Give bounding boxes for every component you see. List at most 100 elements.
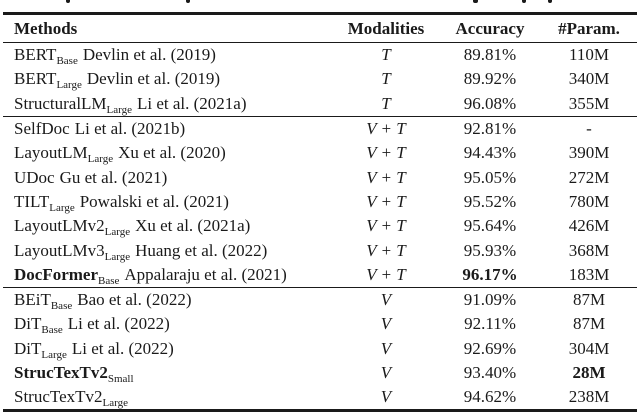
- table-row: LayoutLMv3Large Huang et al. (2022) V + T…: [3, 238, 637, 263]
- method-cell: StrucTexTv2Large: [3, 385, 333, 411]
- table-section: BERTBase Devlin et al. (2019) T 89.81% 11…: [3, 42, 637, 117]
- method-cell: DocFormerBase Appalaraju et al. (2021): [3, 263, 333, 288]
- method-name: DiT: [14, 314, 42, 334]
- table-row: UDoc Gu et al. (2021) V + T 95.05% 272M: [3, 165, 637, 189]
- method-citation: Huang et al. (2022): [135, 240, 268, 260]
- caption-descender-mark: [473, 0, 478, 3]
- table-row: StrucTexTv2Large V 94.62% 238M: [3, 385, 637, 411]
- modality-value: V: [380, 290, 392, 310]
- method-size-subscript: Large: [87, 153, 114, 166]
- method-size-subscript: Base: [50, 300, 73, 313]
- method-name: UDoc: [14, 167, 55, 187]
- params-value: 183M: [568, 264, 610, 284]
- modality-value: V + T: [366, 264, 406, 284]
- accuracy-value: 96.08%: [463, 93, 517, 113]
- params-value: 390M: [568, 143, 610, 163]
- accuracy-value: 92.81%: [463, 119, 517, 139]
- method-citation: Gu et al. (2021): [59, 167, 168, 187]
- cropped-caption-remnant: [0, 0, 640, 5]
- method-cell: BEiTBase Bao et al. (2022): [3, 287, 333, 312]
- modality-value: V + T: [366, 143, 406, 163]
- params-value: 304M: [568, 338, 610, 358]
- modality-value: V: [380, 314, 392, 334]
- method-citation: Powalski et al. (2021): [79, 191, 229, 211]
- header-methods: Methods: [3, 13, 333, 43]
- table-row: LayoutLMv2Large Xu et al. (2021a) V + T 9…: [3, 214, 637, 238]
- method-name: DocFormer: [14, 264, 99, 284]
- accuracy-value: 93.40%: [463, 363, 517, 382]
- method-cell: LayoutLMLarge Xu et al. (2020): [3, 141, 333, 165]
- params-value: 355M: [568, 93, 610, 113]
- modality-value: V + T: [366, 191, 406, 211]
- table-row: BERTLarge Devlin et al. (2019) T 89.92% 3…: [3, 67, 637, 91]
- accuracy-value: 95.64%: [463, 216, 517, 236]
- method-size-subscript: Large: [104, 250, 131, 263]
- params-value: 28M: [572, 363, 606, 382]
- table-row: DiTLarge Li et al. (2022) V 92.69% 304M: [3, 337, 637, 361]
- method-name: StructuralLM: [14, 93, 107, 113]
- method-name: SelfDoc: [14, 119, 70, 139]
- accuracy-value: 92.11%: [464, 314, 516, 334]
- table-row: BERTBase Devlin et al. (2019) T 89.81% 11…: [3, 43, 637, 68]
- accuracy-value: 94.62%: [463, 387, 517, 407]
- method-citation: Li et al. (2021b): [74, 119, 186, 139]
- params-value: 87M: [572, 314, 606, 334]
- method-size-subscript: Large: [102, 397, 128, 410]
- caption-descender-mark: [548, 0, 552, 3]
- accuracy-value: 95.52%: [463, 191, 517, 211]
- method-citation: Devlin et al. (2019): [86, 69, 221, 89]
- method-cell: LayoutLMv2Large Xu et al. (2021a): [3, 214, 333, 238]
- method-citation: Devlin et al. (2019): [82, 45, 216, 65]
- params-value: 368M: [568, 240, 610, 260]
- method-name: TILT: [14, 191, 50, 211]
- table-row: DocFormerBase Appalaraju et al. (2021) V …: [3, 263, 637, 288]
- method-citation: Li et al. (2022): [71, 338, 174, 358]
- params-value: 340M: [568, 69, 610, 89]
- modality-value: V + T: [366, 240, 406, 260]
- accuracy-value: 91.09%: [463, 290, 517, 310]
- method-cell: SelfDoc Li et al. (2021b): [3, 116, 333, 141]
- results-table: Methods Modalities Accuracy #Param. BERT…: [3, 12, 637, 413]
- modality-value: V + T: [366, 119, 406, 139]
- modality-value: T: [381, 93, 391, 113]
- modality-value: V: [380, 338, 392, 358]
- header-accuracy: Accuracy: [439, 13, 541, 43]
- method-citation: Xu et al. (2020): [118, 143, 226, 163]
- method-size-subscript: Base: [56, 55, 78, 68]
- method-cell: BERTLarge Devlin et al. (2019): [3, 67, 333, 91]
- modality-value: V: [380, 363, 392, 382]
- accuracy-value: 94.43%: [463, 143, 517, 163]
- method-cell: DiTLarge Li et al. (2022): [3, 337, 333, 361]
- caption-descender-mark: [186, 0, 190, 3]
- table-row: BEiTBase Bao et al. (2022) V 91.09% 87M: [3, 287, 637, 312]
- params-value: -: [586, 119, 592, 139]
- method-name: DiT: [14, 338, 42, 358]
- table-row: LayoutLMLarge Xu et al. (2020) V + T 94.4…: [3, 141, 637, 165]
- method-name: BERT: [14, 69, 57, 89]
- params-value: 780M: [568, 191, 610, 211]
- modality-value: T: [381, 45, 391, 65]
- method-size-subscript: Large: [106, 103, 132, 116]
- method-name: BERT: [14, 45, 57, 65]
- caption-descender-mark: [522, 0, 526, 3]
- method-citation: Li et al. (2022): [67, 314, 170, 334]
- method-size-subscript: Base: [98, 274, 120, 287]
- method-cell: UDoc Gu et al. (2021): [3, 165, 333, 189]
- table-row: TILTLarge Powalski et al. (2021) V + T 95…: [3, 190, 637, 214]
- table-header: Methods Modalities Accuracy #Param.: [3, 13, 637, 43]
- method-name: StrucTexTv2: [14, 387, 103, 407]
- method-size-subscript: Large: [104, 226, 131, 239]
- params-value: 238M: [568, 387, 610, 407]
- table-row: StructuralLMLarge Li et al. (2021a) T 96.…: [3, 92, 637, 117]
- header-row: Methods Modalities Accuracy #Param.: [3, 13, 637, 43]
- params-value: 87M: [572, 290, 606, 310]
- caption-descender-mark: [66, 0, 70, 3]
- method-size-subscript: Large: [49, 201, 75, 214]
- method-cell: DiTBase Li et al. (2022): [3, 312, 333, 336]
- table-row: SelfDoc Li et al. (2021b) V + T 92.81% -: [3, 116, 637, 141]
- table-section: SelfDoc Li et al. (2021b) V + T 92.81% - …: [3, 116, 637, 287]
- method-citation: Bao et al. (2022): [77, 290, 192, 310]
- table-row: DiTBase Li et al. (2022) V 92.11% 87M: [3, 312, 637, 336]
- accuracy-value: 95.05%: [463, 167, 517, 187]
